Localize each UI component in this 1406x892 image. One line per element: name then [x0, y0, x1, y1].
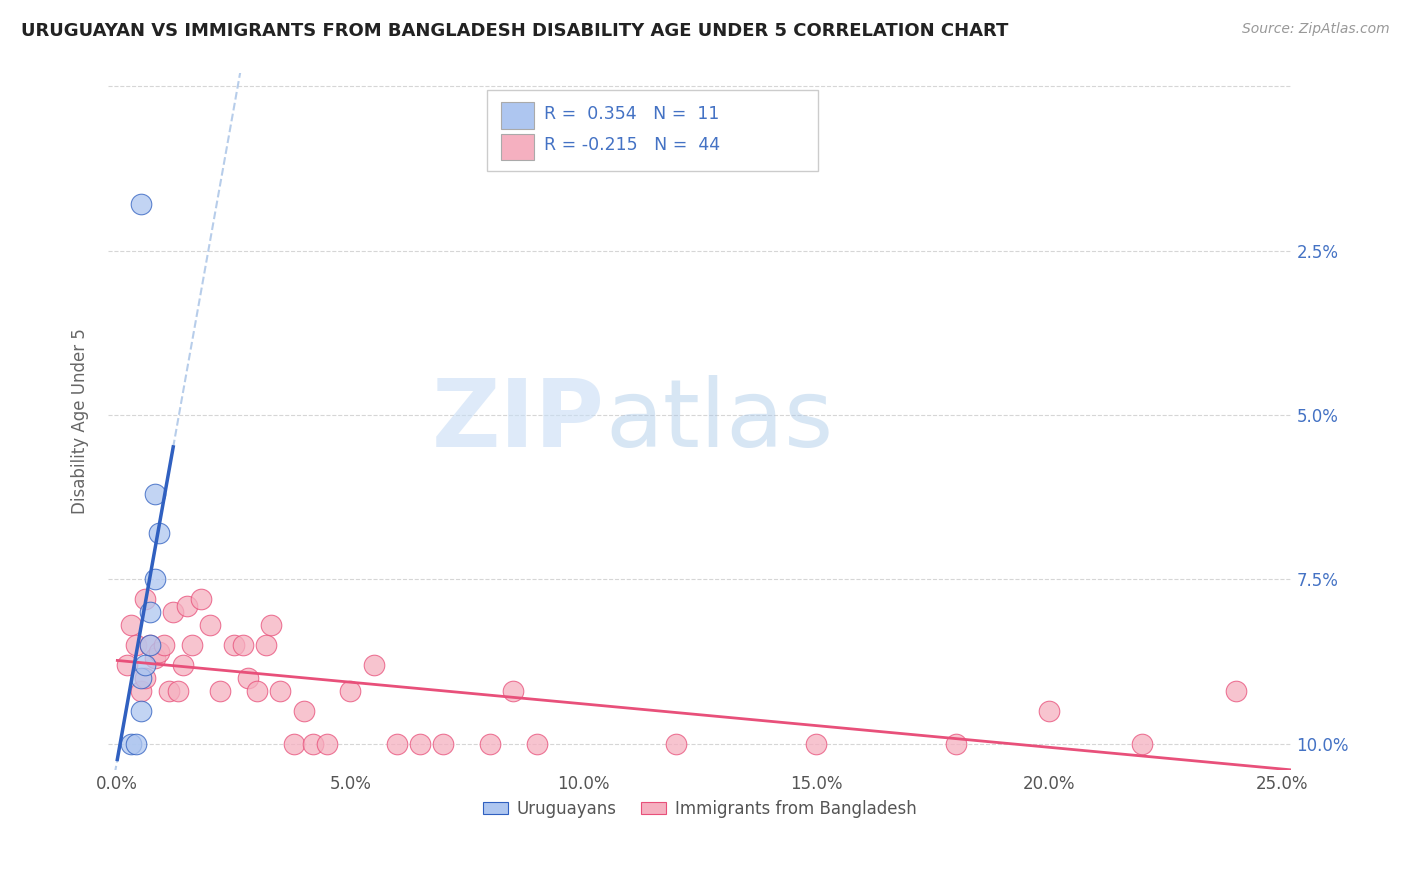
Y-axis label: Disability Age Under 5: Disability Age Under 5 — [72, 328, 89, 515]
Text: Source: ZipAtlas.com: Source: ZipAtlas.com — [1241, 22, 1389, 37]
Point — [125, 737, 148, 751]
Point — [208, 684, 231, 698]
Point — [172, 657, 194, 672]
Point — [246, 684, 269, 698]
Point — [120, 618, 142, 632]
Point — [148, 645, 170, 659]
Legend: Uruguayans, Immigrants from Bangladesh: Uruguayans, Immigrants from Bangladesh — [477, 793, 924, 824]
Point — [1130, 737, 1153, 751]
Text: R = -0.215   N =  44: R = -0.215 N = 44 — [544, 136, 720, 154]
Point — [139, 638, 162, 652]
Point — [526, 737, 548, 751]
Point — [232, 638, 254, 652]
Point — [385, 737, 408, 751]
Point — [129, 197, 152, 211]
Point — [316, 737, 339, 751]
Point — [339, 684, 361, 698]
Point — [129, 671, 152, 685]
Text: URUGUAYAN VS IMMIGRANTS FROM BANGLADESH DISABILITY AGE UNDER 5 CORRELATION CHART: URUGUAYAN VS IMMIGRANTS FROM BANGLADESH … — [21, 22, 1008, 40]
Point — [1225, 684, 1247, 698]
Point — [139, 638, 162, 652]
Point — [190, 592, 212, 607]
Point — [143, 651, 166, 665]
Text: atlas: atlas — [605, 376, 834, 467]
Point — [806, 737, 828, 751]
FancyBboxPatch shape — [501, 134, 534, 160]
Point — [134, 592, 156, 607]
Point — [222, 638, 245, 652]
Point — [236, 671, 259, 685]
Point — [502, 684, 524, 698]
Text: ZIP: ZIP — [432, 376, 605, 467]
Point — [134, 671, 156, 685]
Point — [153, 638, 176, 652]
Point — [363, 657, 385, 672]
Point — [432, 737, 454, 751]
Point — [176, 599, 198, 613]
Point — [200, 618, 222, 632]
Point — [139, 605, 162, 619]
Point — [125, 638, 148, 652]
Point — [409, 737, 432, 751]
Point — [115, 657, 138, 672]
Point — [134, 657, 156, 672]
Point — [157, 684, 180, 698]
Point — [180, 638, 202, 652]
Text: R =  0.354   N =  11: R = 0.354 N = 11 — [544, 105, 718, 123]
Point — [479, 737, 502, 751]
Point — [945, 737, 967, 751]
FancyBboxPatch shape — [501, 103, 534, 128]
Point — [260, 618, 283, 632]
Point — [302, 737, 325, 751]
Point — [254, 638, 277, 652]
Point — [143, 487, 166, 501]
Point — [162, 605, 184, 619]
Point — [167, 684, 190, 698]
Point — [120, 737, 142, 751]
Point — [283, 737, 305, 751]
Point — [269, 684, 291, 698]
Point — [143, 572, 166, 586]
Point — [148, 526, 170, 541]
Point — [665, 737, 688, 751]
Point — [1038, 704, 1060, 718]
Point — [292, 704, 315, 718]
Point — [129, 704, 152, 718]
Point — [129, 684, 152, 698]
FancyBboxPatch shape — [486, 90, 818, 170]
